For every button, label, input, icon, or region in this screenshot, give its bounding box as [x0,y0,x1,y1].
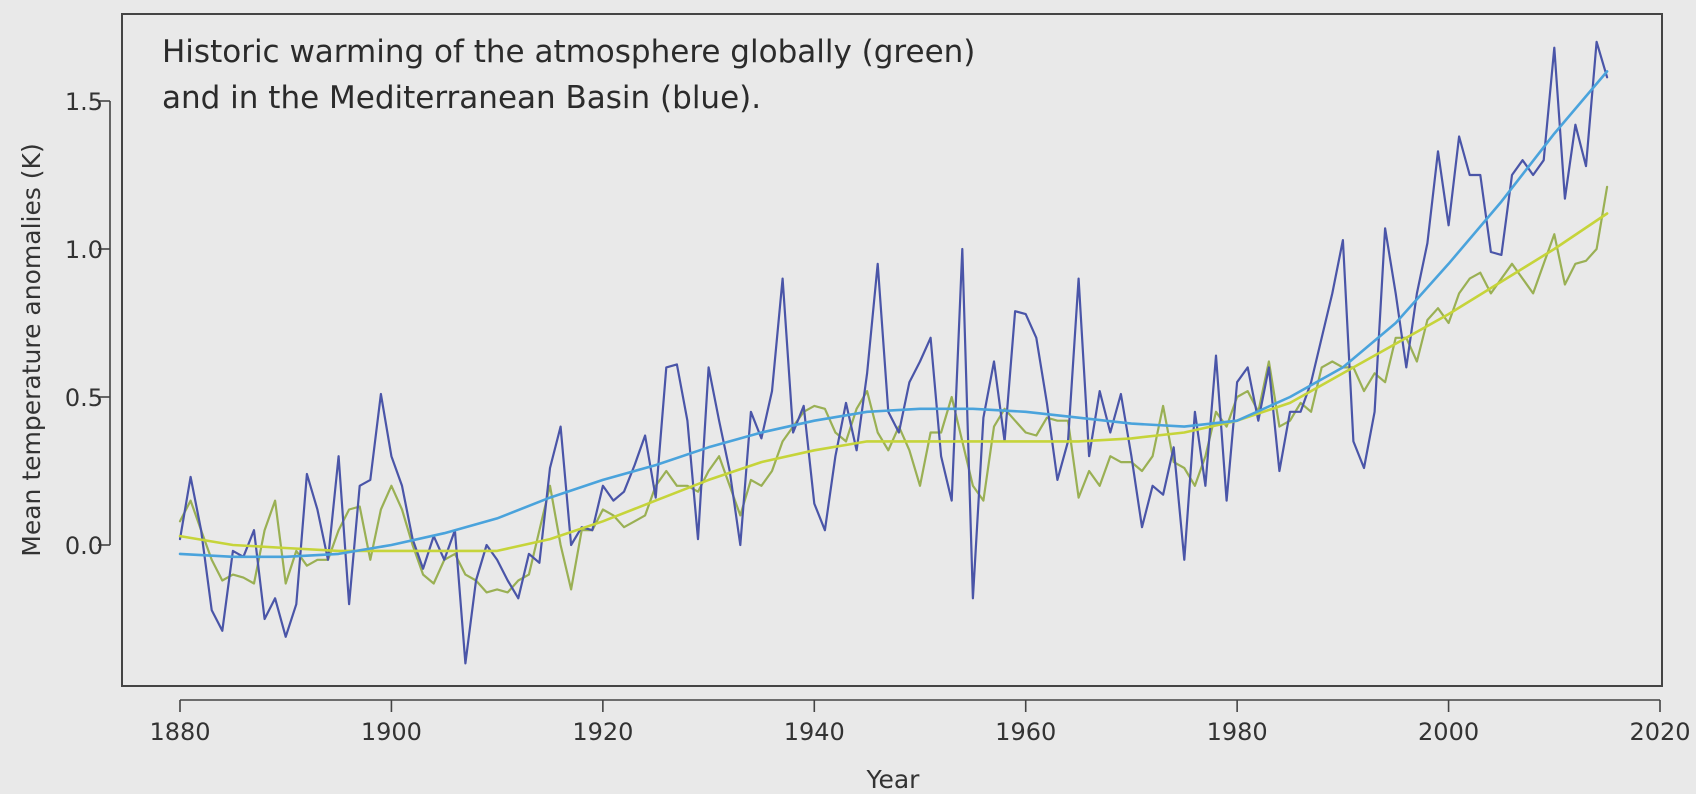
annotation-line-1: Historic warming of the atmosphere globa… [162,34,975,70]
x-tick-label: 2000 [1418,718,1479,746]
plot-frame [121,13,1663,687]
y-tick-label: 0.5 [65,384,103,412]
y-tick-label: 1.0 [65,236,103,264]
y-axis-title: Mean temperature anomalies (K) [17,143,46,556]
y-tick-label: 0.0 [65,532,103,560]
series-line-mediterranean-annual [178,40,1609,665]
series-line-mediterranean-trend [178,70,1609,559]
x-tick-label: 1900 [361,718,422,746]
series-layer [178,40,1609,665]
x-tick-label: 1920 [572,718,633,746]
x-tick-label: 1940 [784,718,845,746]
x-tick-label: 1960 [995,718,1056,746]
annotation-line-2: and in the Mediterranean Basin (blue). [162,80,761,116]
x-tick-label: 1980 [1207,718,1268,746]
x-axis: 1880 1900 1920 1940 1960 1980 2000 2020 [149,699,1691,746]
series-line-global-trend [178,212,1609,553]
x-axis-title: Year [866,765,921,794]
y-tick-label: 1.5 [65,88,103,116]
series-line-global-annual [178,185,1609,594]
y-axis: 0.0 0.5 1.0 1.5 [65,88,111,560]
x-tick-label: 2020 [1629,718,1690,746]
x-tick-label: 1880 [149,718,210,746]
